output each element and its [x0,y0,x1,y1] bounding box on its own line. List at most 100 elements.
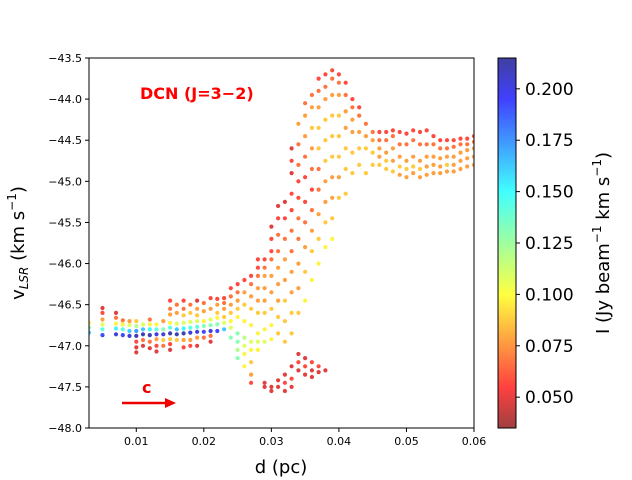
data-point [228,294,233,299]
data-point [242,335,247,340]
data-point [417,158,423,163]
data-point [215,296,220,301]
data-point [316,261,321,266]
data-point [323,138,328,143]
data-point [289,228,294,233]
data-point [262,265,267,270]
data-point [289,290,294,295]
data-point [134,350,139,355]
data-point [384,138,389,143]
data-point [451,169,456,174]
data-point [147,322,152,327]
data-point [330,113,335,118]
data-point [188,325,193,330]
data-point [465,142,470,147]
colorbar: 0.050 0.075 0.100 0.125 0.150 0.175 0.200 I (J… [497,57,614,429]
data-point [262,384,267,389]
data-point [154,337,159,342]
data-point [249,273,254,278]
y-tick-label: −48.0 [48,422,82,435]
data-point [282,277,287,283]
data-point [357,146,362,151]
data-point [208,306,213,311]
data-point [471,146,474,151]
data-point [215,302,220,307]
data-point [309,374,314,380]
data-point [309,125,314,130]
data-point [296,216,301,221]
data-point [309,368,314,373]
data-point [417,142,423,147]
data-point [168,331,173,336]
data-point [249,380,254,385]
data-point [255,339,260,344]
data-point [289,331,294,336]
data-point [363,134,368,139]
data-point [168,320,173,325]
data-point [444,162,450,167]
x-tick-label: 0.04 [327,435,352,448]
data-point [228,310,233,315]
data-point [296,121,301,126]
data-point [424,172,429,177]
data-point [424,128,429,133]
data-point [276,249,281,254]
x-tick-label: 0.02 [192,435,217,448]
data-point [188,343,193,348]
data-point [255,265,260,270]
data-point [195,335,200,340]
colorbar-tick-label: 0.075 [525,337,574,357]
data-point [127,319,132,324]
data-point [249,372,254,377]
data-point [309,146,314,151]
colorbar-ticks: 0.050 0.075 0.100 0.125 0.150 0.175 0.200 [516,80,574,408]
data-point [100,322,105,327]
colorbar-tick-label: 0.200 [525,80,574,100]
data-point [336,80,341,85]
data-point [255,310,260,315]
data-point [323,117,328,122]
data-point [242,302,247,307]
x-axis-ticks: 0.01 0.02 0.03 0.04 0.05 0.06 [124,428,486,448]
y-axis-label-main: v [8,289,29,300]
data-point [390,134,395,139]
data-point [269,236,274,241]
data-point [357,162,362,167]
data-point [289,158,294,163]
data-point [242,277,247,283]
data-point [424,164,429,169]
data-point [309,105,314,110]
data-point [208,339,213,344]
data-point [444,154,450,159]
data-point [363,146,368,151]
data-point [269,306,274,311]
data-point [174,337,179,343]
data-point [276,384,281,389]
data-point [397,172,402,177]
data-point [147,333,152,338]
data-point [269,337,274,342]
data-point [336,92,341,98]
data-point [458,142,463,147]
data-point [323,97,328,102]
data-point [161,337,166,343]
data-point [330,154,335,159]
data-point [228,325,233,330]
data-point [188,330,193,335]
data-point [458,158,463,163]
arrow-label: c [142,378,151,397]
data-point [323,199,328,204]
data-point [444,138,450,143]
data-point [431,162,436,167]
data-point [384,150,389,155]
data-point [289,249,294,254]
data-point [168,306,173,311]
data-point [303,364,308,369]
data-point [262,273,267,278]
data-point [120,327,125,332]
data-point [249,306,254,311]
data-point [289,376,294,381]
data-point [89,325,92,330]
data-point [296,310,301,315]
data-point [411,128,416,133]
